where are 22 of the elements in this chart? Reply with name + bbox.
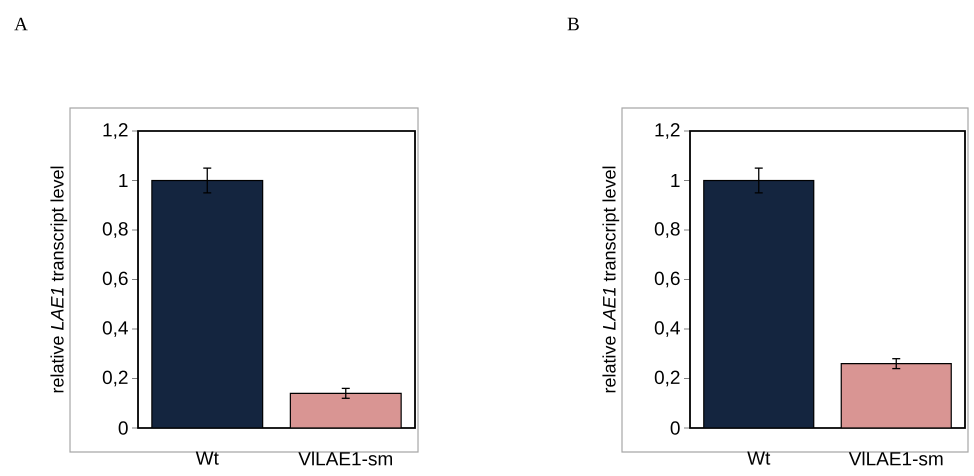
- y-tick-label: 1: [671, 174, 680, 188]
- x-tick-label: Wt: [196, 452, 219, 465]
- x-tick-label: Wt: [747, 452, 770, 465]
- x-tick-label: VlLAE1-sm: [848, 452, 942, 466]
- y-axis-title: relative LAE1 transcript level: [50, 166, 68, 392]
- y-tick-label: 0,8: [102, 222, 128, 238]
- y-tick-label: 1,2: [656, 123, 680, 139]
- y-tick-label: 0,2: [654, 370, 680, 386]
- chart-title: A: [14, 18, 28, 30]
- x-tick-label: VlLAE1-sm: [298, 452, 392, 466]
- y-tick-label: 0,4: [654, 321, 680, 337]
- y-tick-label: 1,2: [104, 123, 128, 139]
- y-tick-label: 0,6: [654, 272, 680, 288]
- y-tick-label: 0,6: [102, 272, 128, 288]
- y-tick-label: 0,8: [654, 222, 680, 238]
- chart-title: B: [568, 18, 579, 30]
- y-tick-label: 0: [670, 421, 680, 435]
- y-axis-title: relative LAE1 transcript level: [602, 166, 620, 392]
- y-tick-label: 0,4: [102, 321, 128, 337]
- y-tick-label: 0,2: [102, 370, 128, 386]
- y-tick-label: 1: [119, 174, 128, 188]
- y-tick-label: 0: [118, 421, 128, 435]
